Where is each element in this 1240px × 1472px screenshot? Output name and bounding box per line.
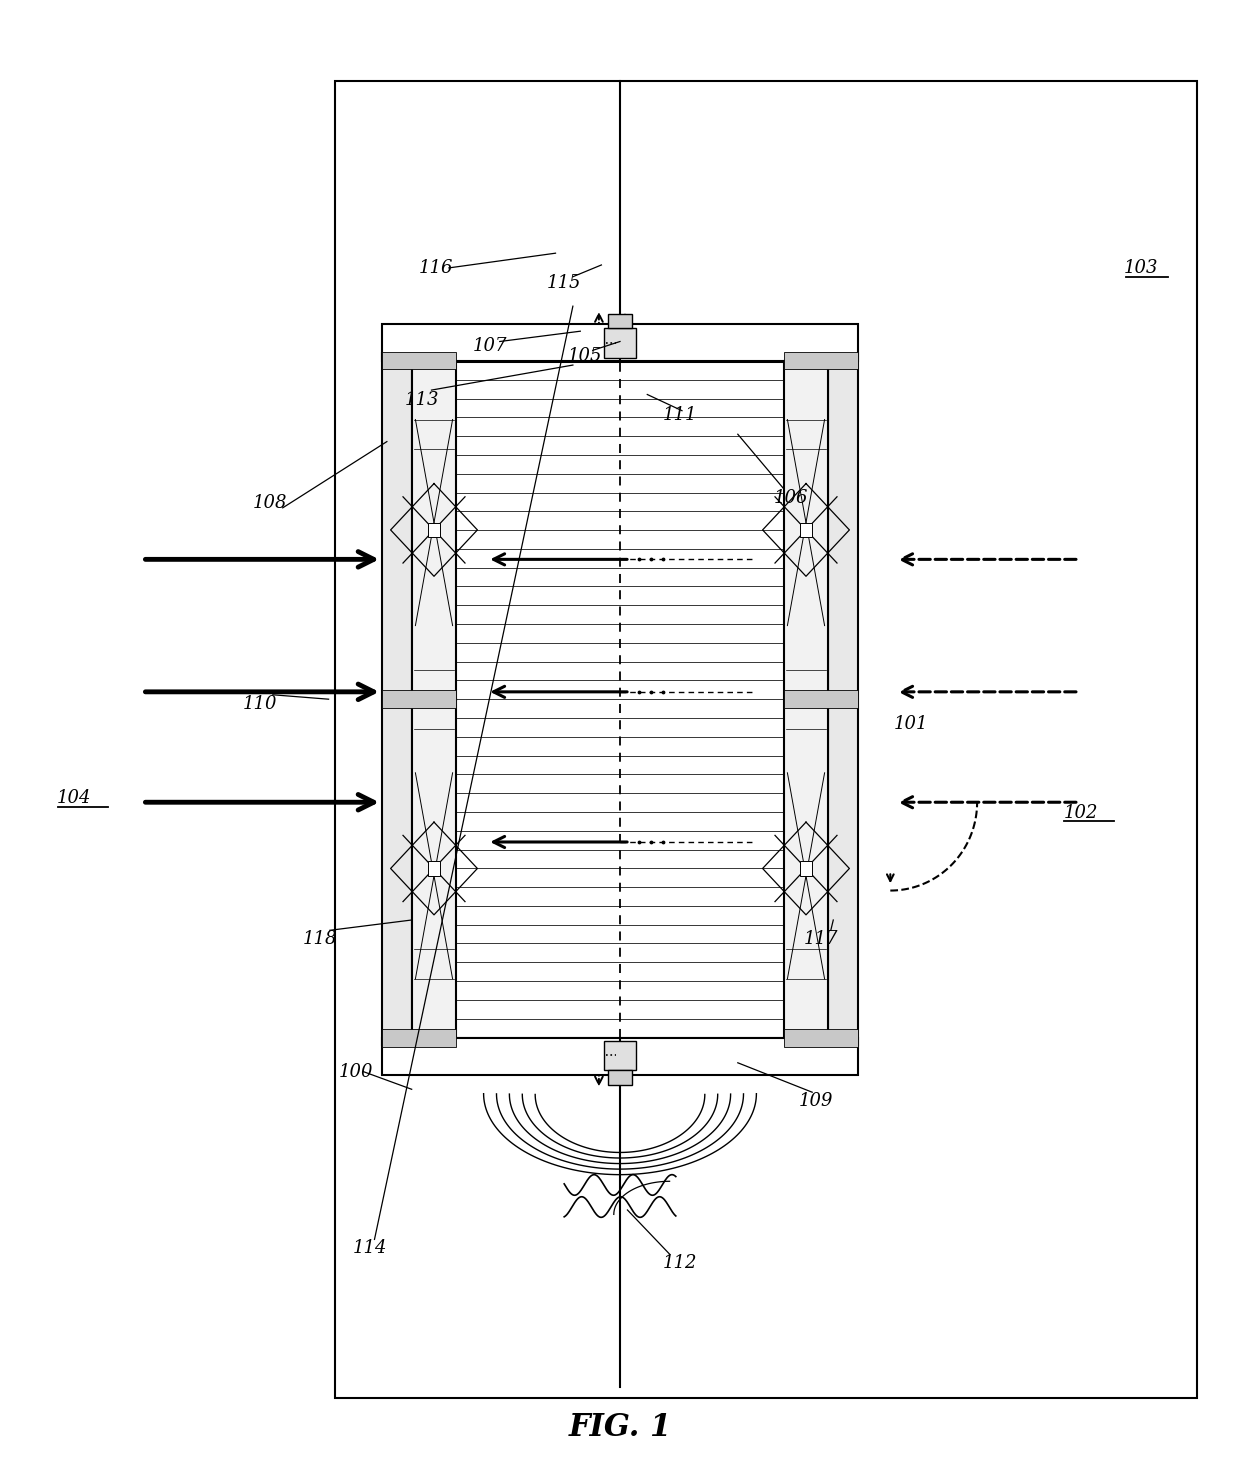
Bar <box>784 1029 858 1047</box>
Text: 110: 110 <box>243 695 278 712</box>
Text: 108: 108 <box>253 495 288 512</box>
Text: 104: 104 <box>57 789 92 807</box>
Bar <box>382 324 858 361</box>
Text: 105: 105 <box>568 347 603 365</box>
Text: 101: 101 <box>894 715 929 733</box>
Bar <box>784 352 858 369</box>
Text: 103: 103 <box>1123 259 1158 277</box>
Bar <box>800 523 812 537</box>
Bar <box>382 1038 858 1075</box>
Text: 109: 109 <box>799 1092 833 1110</box>
Text: 112: 112 <box>662 1254 697 1272</box>
Bar <box>800 861 812 876</box>
Text: 111: 111 <box>662 406 697 424</box>
Text: FIG. 1: FIG. 1 <box>568 1412 672 1444</box>
Text: 102: 102 <box>1064 804 1099 821</box>
Bar <box>382 690 456 708</box>
Bar <box>409 361 831 1038</box>
Bar <box>604 1041 636 1070</box>
Bar <box>428 861 440 876</box>
Text: 118: 118 <box>303 930 337 948</box>
Bar <box>428 523 440 537</box>
Bar <box>784 690 858 708</box>
Text: 113: 113 <box>404 392 439 409</box>
Bar <box>382 353 412 1045</box>
Bar <box>784 361 828 1038</box>
Bar <box>828 353 858 1045</box>
Bar <box>604 328 636 358</box>
Text: 107: 107 <box>472 337 507 355</box>
Text: 106: 106 <box>774 489 808 506</box>
Bar <box>608 314 632 328</box>
Text: 100: 100 <box>339 1063 373 1080</box>
Bar <box>412 361 456 1038</box>
Bar <box>608 1070 632 1085</box>
Bar <box>335 81 1197 1398</box>
Text: 115: 115 <box>547 274 582 291</box>
Bar <box>382 352 456 369</box>
Text: 116: 116 <box>419 259 454 277</box>
Text: 114: 114 <box>352 1239 387 1257</box>
Bar <box>382 1029 456 1047</box>
Text: 117: 117 <box>804 930 838 948</box>
